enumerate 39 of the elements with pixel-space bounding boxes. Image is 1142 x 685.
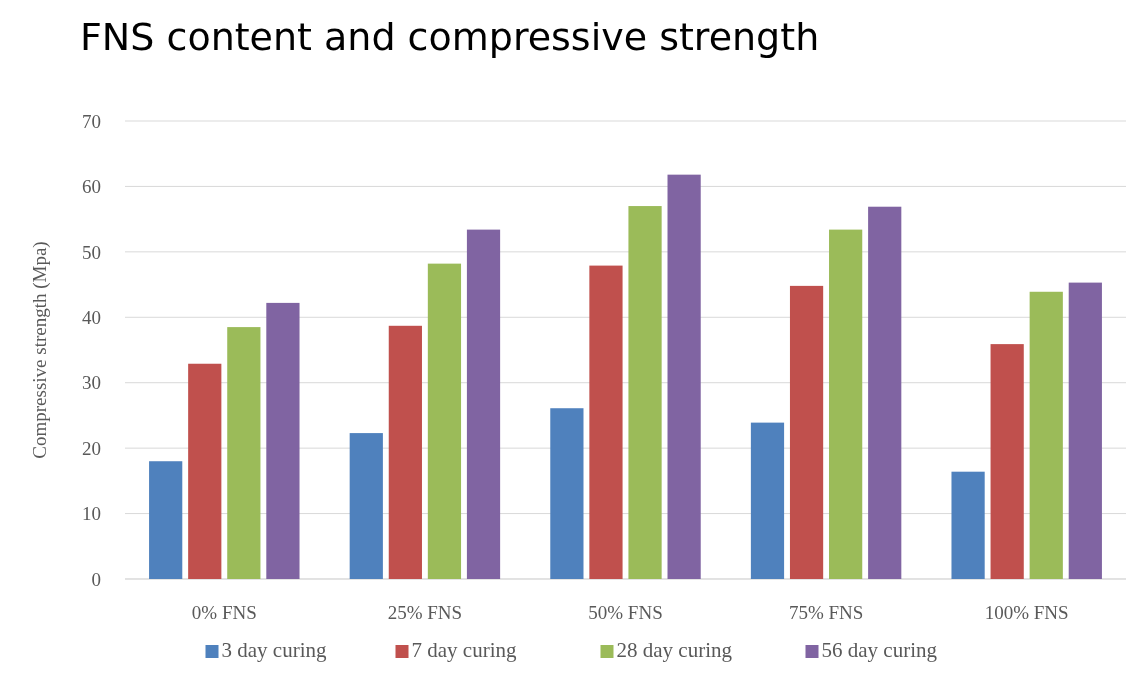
- bar: [789, 285, 824, 579]
- bar: [349, 433, 383, 579]
- legend-label: 56 day curing: [821, 638, 938, 662]
- bar: [1068, 282, 1102, 579]
- y-axis-title: Compressive strength (Mpa): [29, 241, 51, 459]
- bar: [550, 408, 584, 579]
- legend-label: 28 day curing: [616, 638, 733, 662]
- bar: [466, 229, 501, 579]
- bar: [227, 327, 261, 579]
- bar: [868, 206, 902, 579]
- bar: [990, 344, 1024, 579]
- bar: [149, 461, 183, 579]
- bar: [750, 422, 785, 579]
- bar: [951, 471, 985, 579]
- y-tick-label: 60: [82, 176, 101, 198]
- x-tick-label: 75% FNS: [788, 602, 864, 623]
- x-tick-label: 0% FNS: [191, 602, 257, 623]
- bar: [188, 363, 222, 579]
- y-tick-label: 70: [82, 110, 101, 132]
- bar: [589, 265, 623, 579]
- chart-title: FNS content and compressive strength: [80, 15, 820, 59]
- x-tick-label: 25% FNS: [387, 602, 463, 623]
- x-tick-label: 100% FNS: [984, 602, 1069, 623]
- x-tick-label: 50% FNS: [588, 602, 663, 623]
- bar: [266, 302, 300, 579]
- bar: [1029, 291, 1063, 579]
- y-tick-label: 40: [82, 306, 101, 328]
- legend-label: 3 day curing: [221, 638, 327, 662]
- legend-label: 7 day curing: [411, 638, 517, 662]
- y-tick-label: 10: [82, 503, 101, 525]
- bar: [628, 206, 662, 579]
- bar: [427, 263, 462, 579]
- y-tick-label: 50: [82, 241, 101, 263]
- y-tick-label: 30: [82, 372, 101, 394]
- bar: [829, 229, 863, 579]
- y-tick-label: 20: [82, 437, 101, 459]
- bar: [667, 174, 701, 579]
- bar: [388, 325, 422, 579]
- y-tick-label: 0: [91, 568, 101, 590]
